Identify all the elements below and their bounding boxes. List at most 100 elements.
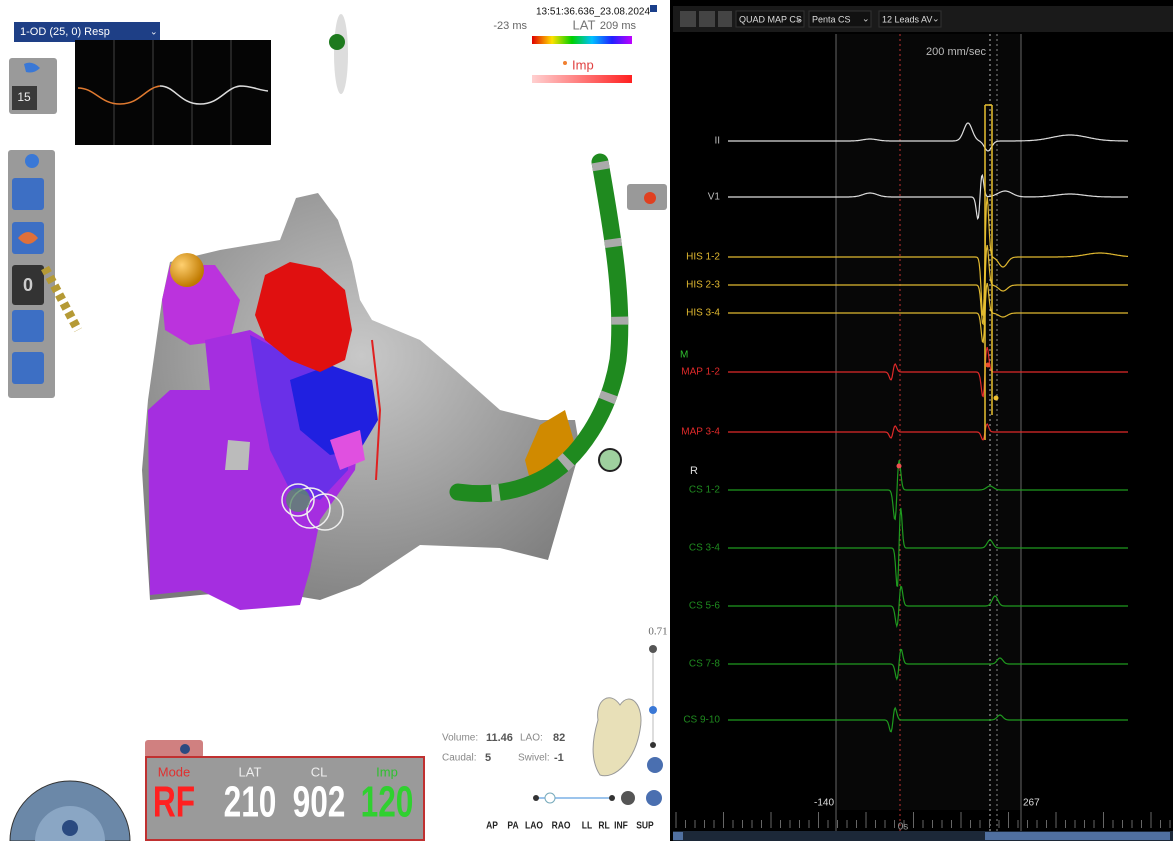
channel-label: MAP 1-2 [681,367,720,378]
annotation-dot [985,362,991,368]
imp-icon [563,61,567,65]
corner-button[interactable] [650,5,657,12]
egm-selector-text: QUAD MAP CS [739,14,802,24]
zoom-button[interactable] [647,757,663,773]
view-button[interactable]: AP [486,820,498,831]
channel-label: CS 7-8 [689,659,721,670]
status-label: LAT [239,764,262,779]
tag-count-box[interactable] [12,265,44,305]
zoom-plus[interactable] [650,742,656,748]
view-button[interactable]: LL [582,820,593,831]
caudal-label: Caudal: [442,753,476,764]
view-button[interactable]: RL [598,820,610,831]
egm-trace [728,173,1128,220]
egm-selector-text: Penta CS [812,14,851,24]
imp-colorbar [532,75,632,83]
egm-tool[interactable] [680,11,696,27]
group-label: M [680,350,688,361]
egm-traces: II V1 HIS 1-2 HIS 2-3 HIS 3-4 MAP 1-2 MAP 3-4 C… [680,122,1128,733]
cursor-right-label: 267 [1023,798,1040,809]
channel-label: HIS 1-2 [686,252,720,263]
egm-tool[interactable] [718,11,732,27]
egm-trace [728,197,1128,318]
resp-icon[interactable] [24,62,40,73]
zoom-value: 0.71 [648,626,667,638]
status-panel [145,756,425,841]
time-zero-label: 0s [898,822,909,833]
egm-tool[interactable] [699,11,715,27]
egm-selector[interactable] [808,10,872,28]
group-label: R [690,465,698,477]
view-button[interactable]: RAO [552,820,571,831]
zoom-thumb[interactable] [649,706,657,714]
scrollbar-thumb[interactable] [985,832,1170,840]
tool-button[interactable] [12,310,44,342]
egm-trace [728,459,1128,521]
egm-selector-arrow: ⌄ [795,13,803,23]
cursor-left-label: -140 [814,798,834,809]
view-button[interactable]: LAO [525,820,543,831]
lao-value: 82 [553,732,565,744]
ablation-line [371,339,382,481]
imp-label: Imp [572,57,594,72]
zoom-minus[interactable] [649,645,657,653]
channel-label: II [714,136,720,147]
landmark-sphere [170,253,204,287]
egm-trace [728,585,1128,629]
status-value: RF [153,778,195,827]
channel-label: HIS 3-4 [686,308,720,319]
egm-selector-text: 12 Leads AV [882,14,932,24]
dropdown[interactable] [14,22,160,42]
egm-trace [728,648,1128,681]
catheter-marker [598,448,622,472]
status-label: Imp [376,764,398,779]
lat-min: -23 ms [493,20,527,32]
egm-time-axis: -140 267 0s [675,798,1171,833]
tool-button[interactable] [12,352,44,384]
scrollbar-arrow[interactable] [673,832,683,840]
channel-label: CS 3-4 [689,543,721,554]
channel-label: CS 5-6 [689,601,721,612]
catheter-stub [41,265,82,333]
egm-selector-arrow: ⌄ [932,13,940,23]
opacity-max[interactable] [609,795,615,801]
navigation-center[interactable] [62,820,78,836]
orientation-readout: Volume: 11.46 LAO: 82 Caudal: 5 Swivel: … [442,732,565,764]
lat-region-red [255,262,352,372]
resp-gain-box[interactable] [12,86,37,110]
view-button[interactable]: SUP [636,820,653,831]
view-button-bar: AP PA LAO RAO LL RL INF SUP [486,820,654,831]
egm-selector[interactable] [735,10,805,28]
decoration [306,493,344,531]
channel-label: CS 1-2 [689,485,721,496]
view-button[interactable]: PA [507,820,518,831]
view-button[interactable] [646,790,662,806]
channel-label: HIS 2-3 [686,280,720,291]
resp-trace [159,85,269,105]
cs-electrodes [456,160,629,503]
view-button[interactable] [621,791,635,805]
dropdown-text: 1-OD (25, 0) Resp [20,26,110,38]
decoration [984,104,993,440]
tool-icon [18,232,38,244]
egm-selector[interactable] [878,10,942,28]
tag-count: 0 [23,275,33,295]
tool-button[interactable] [12,178,44,210]
heart-thumbnail[interactable] [592,697,642,777]
egm-window [836,34,1021,810]
egm-trace [728,507,1128,587]
channel-label: V1 [708,192,721,203]
caudal-value: 5 [485,752,491,764]
opacity-thumb[interactable] [544,792,556,804]
tool-settings[interactable] [25,154,39,168]
scar-patch [225,440,250,470]
view-button[interactable]: INF [614,820,628,831]
opacity-min[interactable] [533,795,539,801]
volume-value: 11.46 [486,732,513,744]
status-panel-icon[interactable] [180,744,190,754]
resp-grid [113,40,232,145]
compass-disc [334,14,348,94]
egm-trace [728,122,1128,152]
status-value: 120 [361,778,414,827]
